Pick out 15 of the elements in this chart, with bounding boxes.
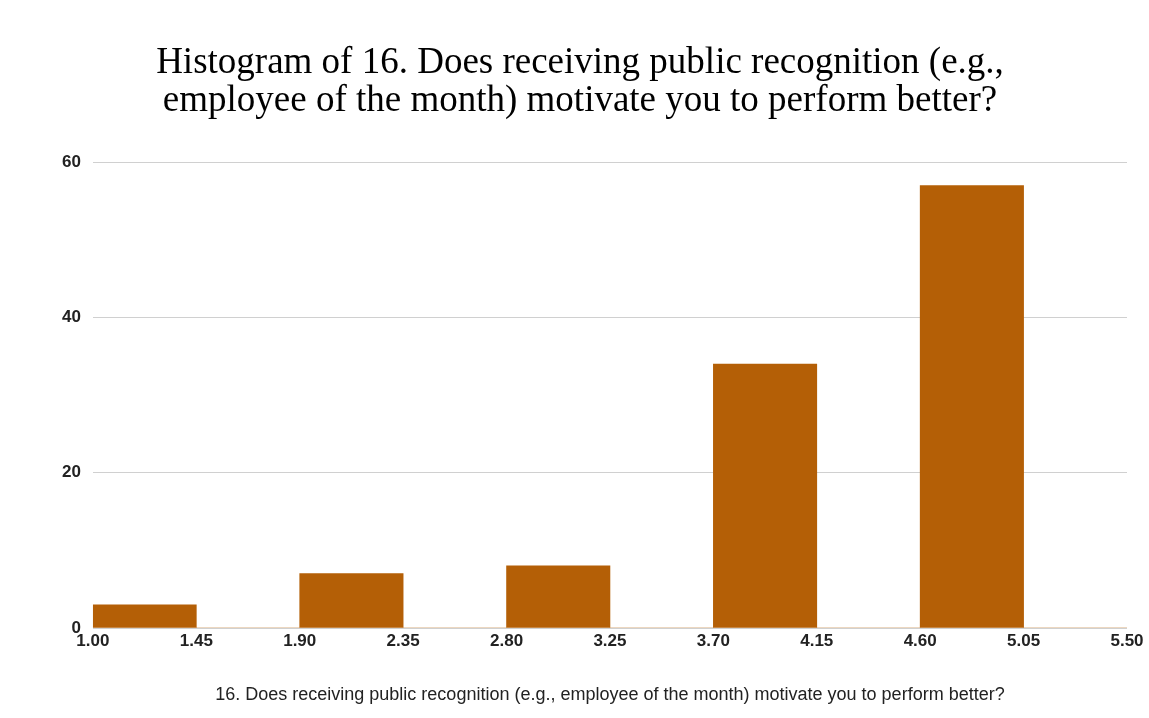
x-tick-label: 3.25 <box>593 630 627 650</box>
x-tick-label: 2.35 <box>386 630 420 650</box>
chart-title: Histogram of 16. Does receiving public recognition (e.g., employee of the month) motivate you to perform better? <box>155 40 1005 119</box>
x-tick-label: 2.80 <box>490 630 524 650</box>
x-tick-label: 3.70 <box>696 630 730 650</box>
y-tick-label: 40 <box>61 307 81 327</box>
x-tick-label: 4.60 <box>903 630 937 650</box>
y-tick-label: 60 <box>61 151 81 171</box>
x-tick-label: 5.50 <box>1110 630 1144 650</box>
x-tick-label: 1.90 <box>283 630 317 650</box>
x-axis-title: 16. Does receiving public recognition (e.g., employee of the month) motivate you to perform better? <box>215 684 1005 705</box>
x-tick-label: 4.15 <box>800 630 834 650</box>
x-tick-label: 1.45 <box>179 630 213 650</box>
x-tick-label: 5.05 <box>1007 630 1041 650</box>
y-tick-label: 20 <box>61 462 81 482</box>
